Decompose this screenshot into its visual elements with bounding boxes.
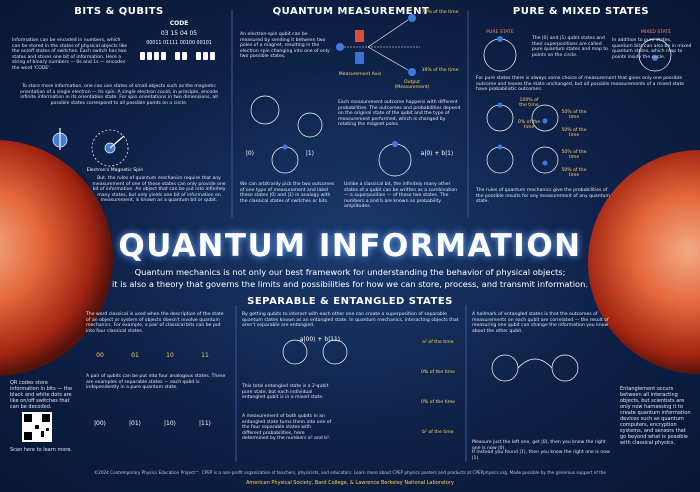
footer: ©2024 Contemporary Physics Education Pro…: [93, 470, 607, 475]
ket: |00⟩: [94, 420, 106, 427]
paragraph: To store more information, one can use s…: [20, 84, 218, 106]
paragraph: The word classical is used when the desc…: [86, 312, 224, 334]
probability: 0% of the time: [420, 400, 455, 405]
label: Output (Measurement): [394, 80, 430, 90]
paragraph: Information can be encoded in numbers, w…: [12, 38, 128, 71]
entangle-link: [517, 358, 553, 369]
ket: |0⟩: [245, 150, 255, 157]
qr-code: [22, 412, 52, 442]
left-sphere: [0, 140, 113, 376]
paragraph: We can arbitrarily pick the two outcomes…: [240, 182, 335, 204]
paragraph: The rules of quantum mechanics give the …: [476, 188, 610, 205]
section-title: QUANTUM MEASUREMENT: [272, 6, 430, 17]
magnet: [336, 14, 420, 76]
sidebar-text: Scan here to learn more.: [10, 447, 73, 453]
ket: |11⟩: [199, 420, 211, 427]
qubit-dots: [282, 36, 658, 166]
paragraph: The |0⟩ and |1⟩ qubit states and their s…: [532, 36, 608, 58]
paragraph: By getting qubits to interact with each …: [242, 312, 459, 329]
spin-icons: [52, 128, 129, 167]
paragraph: But, the rules of quantum mechanics requ…: [92, 176, 226, 204]
probability: 50% of the time: [561, 168, 587, 178]
label: MIXED STATE: [640, 30, 672, 35]
probability: 50% of the time: [561, 110, 587, 120]
paragraph: Unlike a classical bit, the infinitely m…: [344, 182, 458, 210]
main-title: QUANTUM INFORMATION: [118, 228, 582, 264]
probability: b² of the time: [422, 430, 454, 435]
caption: Electron's Magnetic Spin: [86, 168, 144, 173]
subtitle: it is also a theory that governs the lim…: [111, 279, 589, 289]
paragraph: For pure states there is always some cho…: [476, 76, 685, 93]
code-word: CODE: [169, 20, 189, 27]
label: PURE STATE: [486, 30, 514, 35]
code-binary: 00011 01111 00100 00101: [146, 41, 212, 46]
paragraph: Each measurement outcome happens with di…: [338, 100, 461, 128]
probability: 50% of the time: [561, 150, 587, 160]
paragraph: A pair of qubits can be put into four an…: [86, 374, 226, 391]
qubit-circles: [250, 38, 672, 382]
probability: 30% of the time: [421, 68, 459, 73]
probability: a² of the time: [422, 340, 454, 345]
classical-state: 10: [166, 352, 174, 359]
section-title: PURE & MIXED STATES: [512, 6, 650, 17]
probability: 70% of the time: [421, 10, 459, 15]
paragraph: If instead you found |1⟩, then you know …: [472, 450, 610, 461]
classical-state: 00: [96, 352, 104, 359]
paragraph: A hallmark of entangled states is that t…: [472, 312, 609, 334]
footer: American Physical Society, Bard College,…: [246, 480, 454, 486]
paragraph: In addition to pure states, quantum bits…: [612, 38, 692, 60]
classical-state: 11: [201, 352, 209, 359]
ket: |1⟩: [305, 150, 315, 157]
probability: 50% of the time: [561, 128, 587, 138]
section-title: SEPARABLE & ENTANGLED STATES: [247, 296, 453, 307]
paragraph: Measure just the left one, get |0⟩, then…: [472, 440, 606, 451]
probability: 0% of the time: [517, 120, 541, 130]
superposition: a|0⟩ + b|1⟩: [420, 150, 454, 157]
probability: 0% of the time: [420, 370, 455, 375]
label: Measurement Axis: [338, 72, 382, 77]
classical-state: 01: [131, 352, 139, 359]
right-sphere: [588, 150, 700, 374]
subtitle: Quantum mechanics is not only our best f…: [134, 267, 566, 277]
entangled-state: a|00⟩ + b|11⟩: [299, 336, 341, 343]
paragraph: This total entangled state is a 2-qubit …: [242, 384, 329, 401]
ket: |10⟩: [164, 420, 176, 427]
code-numbers: 03 15 04 05: [160, 30, 198, 37]
paragraph: A measurement of both qubits in an entan…: [242, 414, 332, 442]
paragraph: An electron-spin qubit can be measured b…: [240, 32, 330, 60]
sidebar-text: QR codes store information in bits — the…: [10, 380, 73, 410]
probability: 100% of the time: [519, 98, 539, 108]
switches: [140, 52, 215, 60]
section-title: BITS & QUBITS: [74, 6, 164, 17]
sidebar-text: Entanglement occurs between all interact…: [620, 386, 691, 446]
ket: |01⟩: [129, 420, 141, 427]
